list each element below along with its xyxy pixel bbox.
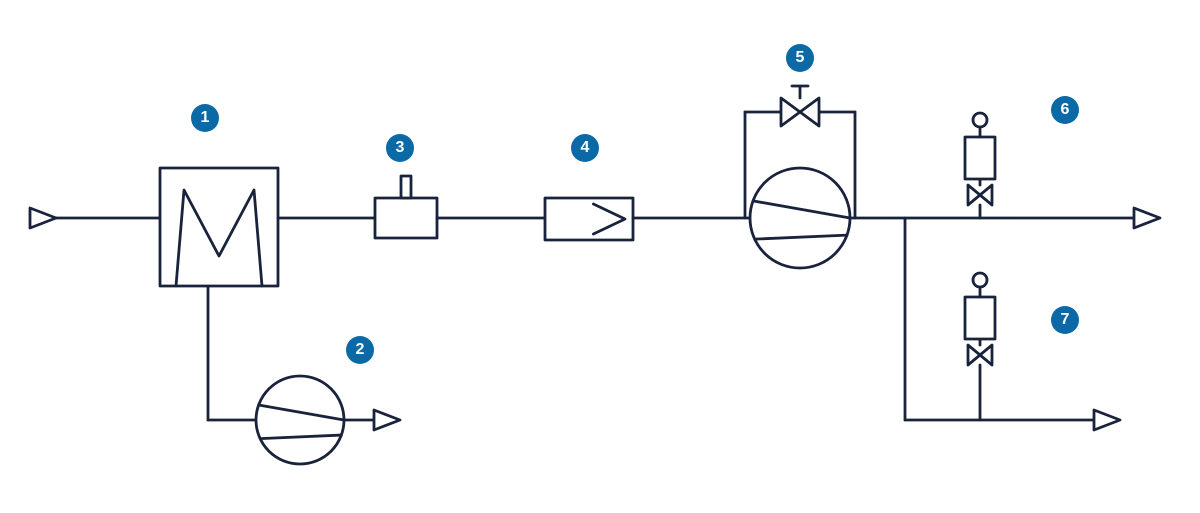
callout-badge-2: 2: [346, 336, 374, 364]
bypass-valve: [781, 98, 800, 126]
filter-body: [545, 198, 633, 240]
callout-badge-7: 7: [1051, 306, 1079, 334]
callout-badge-label: 4: [581, 139, 590, 157]
callout-badge-4: 4: [571, 134, 599, 162]
sensor-body: [375, 198, 437, 238]
outlet-valve-bottom-actuator-knob: [973, 273, 987, 287]
cooling-pump: [256, 376, 344, 464]
outlet-valve-top-actuator-body: [965, 137, 995, 179]
outlet-valve-top-valve: [980, 185, 992, 205]
callout-badge-label: 3: [396, 139, 405, 157]
callout-badge-label: 7: [1061, 311, 1070, 329]
callout-badge-label: 2: [356, 341, 365, 359]
arrow-icon: [374, 410, 400, 430]
outlet-valve-bottom-actuator-body: [965, 297, 995, 339]
outlet-valve-bottom-valve: [980, 345, 992, 365]
outlet-valve-top-actuator-knob: [973, 113, 987, 127]
callout-badge-1: 1: [191, 104, 219, 132]
sensor-stem: [401, 176, 411, 198]
outlet-valve-bottom-valve: [968, 345, 980, 365]
process-diagram: [0, 0, 1200, 513]
callout-badge-3: 3: [386, 134, 414, 162]
callout-badge-label: 6: [1061, 101, 1070, 119]
outlet-valve-top-valve: [968, 185, 980, 205]
arrow-icon: [30, 208, 56, 228]
bypass-valve: [800, 98, 819, 126]
arrow-icon: [1094, 410, 1120, 430]
callout-badge-6: 6: [1051, 96, 1079, 124]
main-pump: [750, 168, 850, 268]
arrow-icon: [1134, 208, 1160, 228]
callout-badge-5: 5: [786, 44, 814, 72]
callout-badge-label: 5: [796, 49, 805, 67]
callout-badge-label: 1: [201, 109, 210, 127]
